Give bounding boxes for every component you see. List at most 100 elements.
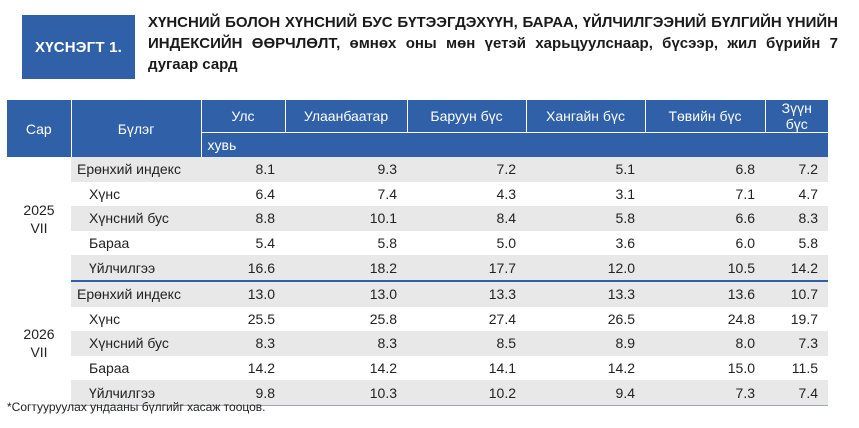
cell-value: 4.3 [407,181,526,207]
cell-value: 10.3 [285,380,407,406]
cell-value: 10.5 [645,255,765,282]
cell-value: 7.3 [645,380,765,406]
table-row: Үйлчилгээ 9.8 10.3 10.2 9.4 7.3 7.4 [7,380,828,406]
cell-value: 13.0 [201,280,285,307]
cell-value: 16.6 [201,255,285,282]
cell-value: 8.5 [407,331,526,356]
row-label: Хүнсний бус [71,206,201,231]
cell-value: 3.6 [526,230,645,256]
cell-value: 7.2 [765,157,828,182]
cell-value: 10.7 [765,280,828,307]
cell-value: 6.6 [645,206,765,231]
cell-value: 13.3 [407,280,526,307]
cell-value: 9.4 [526,380,645,406]
table-row: Хүнс 6.4 7.4 4.3 3.1 7.1 4.7 [7,181,828,207]
table-row: 2025 VII Ерөнхий индекс 8.1 9.3 7.2 5.1 … [7,157,828,281]
cell-value: 8.3 [201,331,285,356]
header-col: Улс [201,100,286,133]
table-row: Бараа 14.2 14.2 14.1 14.2 15.0 11.5 [7,355,828,381]
header-group: Бүлэг [71,100,202,157]
row-label: Бараа [71,355,201,381]
table-row: Үйлчилгээ 16.6 18.2 17.7 12.0 10.5 14.2 [7,255,828,282]
cell-value: 14.2 [201,355,285,381]
cell-value: 9.8 [201,380,285,406]
cell-value: 12.0 [526,255,645,282]
cell-value: 4.7 [765,181,828,207]
cell-value: 11.5 [765,355,828,381]
cell-value: 8.0 [645,331,765,356]
price-index-table: Сар Бүлэг Улс Улаанбаатар Баруун бүс Хан… [7,100,828,406]
cell-value: 10.2 [407,380,526,406]
table-title: ХҮНСНИЙ БОЛОН ХҮНСНИЙ БУС БҮТЭЭГДЭХҮҮН, … [148,14,838,73]
cell-value: 5.8 [285,230,407,256]
row-label: Хүнс [71,306,201,332]
cell-value: 14.2 [285,355,407,381]
table-row: Хүнсний бус 8.3 8.3 8.5 8.9 8.0 7.3 [7,331,828,356]
table-row: 2026 VII Ерөнхий индекс 13.0 13.0 13.3 1… [7,280,828,406]
row-label: Бараа [71,230,201,256]
cell-value: 27.4 [407,306,526,332]
cell-value: 8.3 [285,331,407,356]
cell-value: 26.5 [526,306,645,332]
cell-value: 8.8 [201,206,285,231]
cell-value: 14.2 [526,355,645,381]
header-col: Төвийн бүс [645,100,766,133]
table-row: Хүнс 25.5 25.8 27.4 26.5 24.8 19.7 [7,306,828,332]
cell-value: 8.1 [201,157,285,182]
cell-value: 24.8 [645,306,765,332]
cell-value: 14.1 [407,355,526,381]
cell-value: 19.7 [765,306,828,332]
cell-value: 15.0 [645,355,765,381]
cell-value: 3.1 [526,181,645,207]
cell-value: 10.1 [285,206,407,231]
row-label: Ерөнхий индекс [71,157,201,182]
unit-label: хувь [201,132,828,157]
cell-value: 14.2 [765,255,828,282]
footnote: *Согтууруулах ундааны бүлгийг хасаж тооц… [7,400,266,414]
row-label: Хүнсний бус [71,331,201,356]
period-year: 2026 [23,326,55,343]
header-col: Улаанбаатар [285,100,408,133]
cell-value: 5.8 [765,230,828,256]
table-row: Бараа 5.4 5.8 5.0 3.6 6.0 5.8 [7,230,828,256]
cell-value: 13.6 [645,280,765,307]
block-2026: 2026 VII Ерөнхий индекс 13.0 13.0 13.3 1… [7,280,828,406]
cell-value: 6.8 [645,157,765,182]
cell-value: 7.4 [285,181,407,207]
header-col: Хангайн бүс [526,100,646,133]
cell-value: 25.5 [201,306,285,332]
cell-value: 5.1 [526,157,645,182]
table-number-tag: ХҮСНЭГТ 1. [22,15,135,79]
cell-value: 9.3 [285,157,407,182]
cell-value: 18.2 [285,255,407,282]
cell-value: 6.4 [201,181,285,207]
cell-value: 17.7 [407,255,526,282]
cell-value: 7.3 [765,331,828,356]
cell-value: 7.2 [407,157,526,182]
block-2025: 2025 VII Ерөнхий индекс 8.1 9.3 7.2 5.1 … [7,157,828,282]
period-cell: 2025 VII [7,157,71,281]
cell-value: 8.9 [526,331,645,356]
row-label: Ерөнхий индекс [71,280,201,307]
cell-value: 6.0 [645,230,765,256]
cell-value: 13.0 [285,280,407,307]
row-label: Үйлчилгээ [71,380,201,406]
header-month: Сар [7,100,72,157]
cell-value: 5.0 [407,230,526,256]
cell-value: 8.4 [407,206,526,231]
period-month: VII [30,219,48,236]
cell-value: 13.3 [526,280,645,307]
cell-value: 7.4 [765,380,828,406]
header-col: Зүүн бүс [765,100,828,133]
table-row: Хүнсний бус 8.8 10.1 8.4 5.8 6.6 8.3 [7,206,828,231]
header-col: Баруун бүс [407,100,527,133]
row-label: Үйлчилгээ [71,255,201,282]
row-label: Хүнс [71,181,201,207]
cell-value: 5.4 [201,230,285,256]
cell-value: 8.3 [765,206,828,231]
period-cell: 2026 VII [7,280,71,406]
period-year: 2025 [23,201,55,218]
cell-value: 5.8 [526,206,645,231]
cell-value: 7.1 [645,181,765,207]
period-month: VII [30,344,48,361]
